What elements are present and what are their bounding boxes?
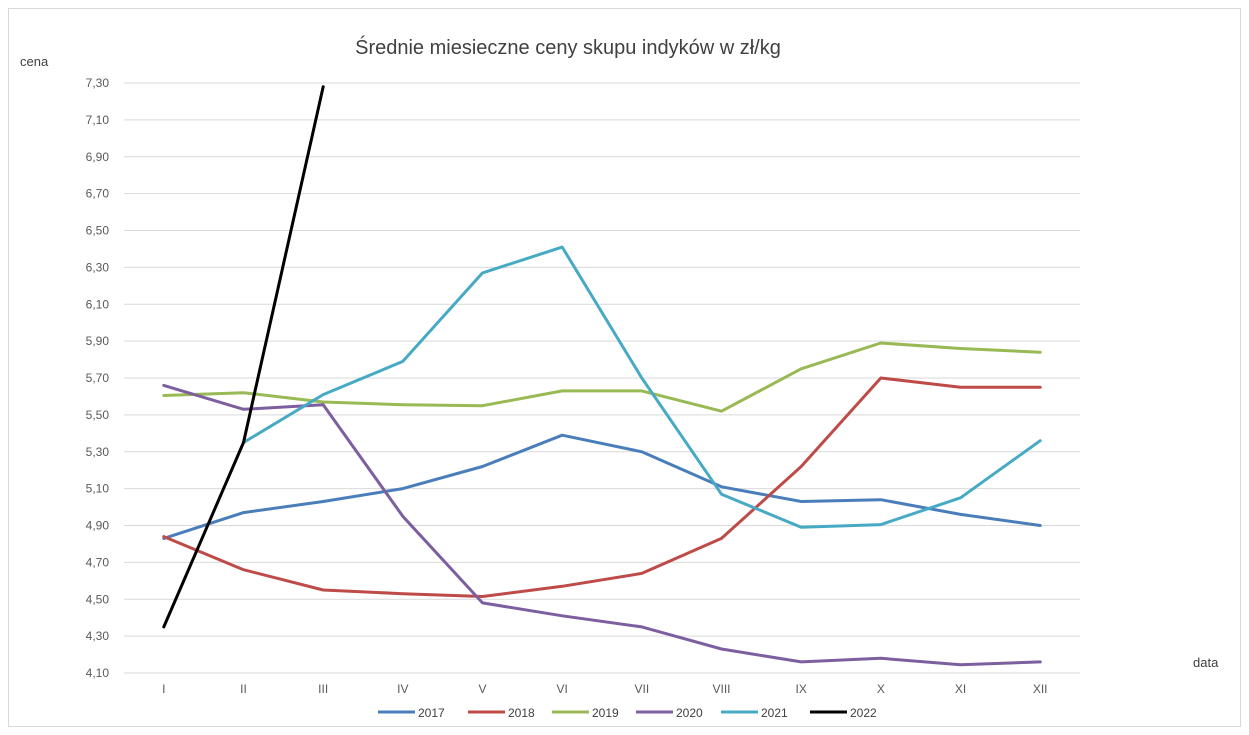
y-tick-label: 5,70: [86, 371, 110, 385]
series-line-2021: [242, 245, 1042, 529]
y-tick-label: 4,50: [86, 592, 110, 606]
series-line-2022: [162, 85, 325, 629]
y-tick-label: 6,50: [86, 224, 110, 238]
y-tick-label: 5,30: [86, 445, 110, 459]
x-tick-label: VI: [556, 682, 567, 696]
chart-border: [8, 8, 1241, 727]
x-axis-ticks: I II III IV V VI VII VIII IX X XI XII: [162, 682, 1047, 696]
y-tick-label: 5,10: [86, 482, 110, 496]
y-tick-label: 6,30: [86, 260, 110, 274]
y-tick-label: 7,10: [86, 113, 110, 127]
legend: 2017 2018 2019 2020 2021 2022: [378, 706, 877, 720]
legend-label-2017: 2017: [418, 706, 445, 720]
series-lines: [162, 85, 1042, 667]
x-tick-label: VIII: [712, 682, 730, 696]
legend-label-2018: 2018: [508, 706, 535, 720]
y-tick-label: 4,70: [86, 555, 110, 569]
legend-label-2021: 2021: [761, 706, 788, 720]
series-line-2018: [162, 376, 1042, 598]
series-line-2019: [162, 341, 1042, 413]
x-tick-label: IV: [397, 682, 408, 696]
x-tick-label: IX: [795, 682, 806, 696]
y-tick-label: 6,90: [86, 150, 110, 164]
y-tick-label: 5,50: [86, 408, 110, 422]
x-tick-label: III: [318, 682, 328, 696]
legend-label-2019: 2019: [592, 706, 619, 720]
x-tick-label: XII: [1033, 682, 1048, 696]
y-axis-label: cena: [20, 54, 49, 69]
y-axis-ticks: 4,10 4,30 4,50 4,70 4,90 5,10 5,30 5,50 5,70 5,90…: [86, 76, 110, 680]
y-tick-label: 4,30: [86, 629, 110, 643]
x-tick-label: X: [877, 682, 885, 696]
x-axis-label: data: [1193, 655, 1219, 670]
x-tick-label: I: [162, 682, 165, 696]
series-line-2017: [162, 433, 1042, 540]
y-tick-label: 5,90: [86, 334, 110, 348]
y-tick-label: 6,10: [86, 297, 110, 311]
y-tick-label: 7,30: [86, 76, 110, 90]
legend-label-2022: 2022: [850, 706, 877, 720]
series-line-2020: [162, 383, 1042, 667]
x-tick-label: V: [478, 682, 486, 696]
x-tick-label: II: [240, 682, 247, 696]
x-tick-label: XI: [955, 682, 966, 696]
chart-title: Średnie miesieczne ceny skupu indyków w …: [355, 35, 781, 59]
legend-label-2020: 2020: [676, 706, 703, 720]
y-tick-label: 4,90: [86, 519, 110, 533]
y-tick-label: 4,10: [86, 666, 110, 680]
y-tick-label: 6,70: [86, 187, 110, 201]
gridlines: [124, 82, 1080, 674]
x-tick-label: VII: [634, 682, 649, 696]
